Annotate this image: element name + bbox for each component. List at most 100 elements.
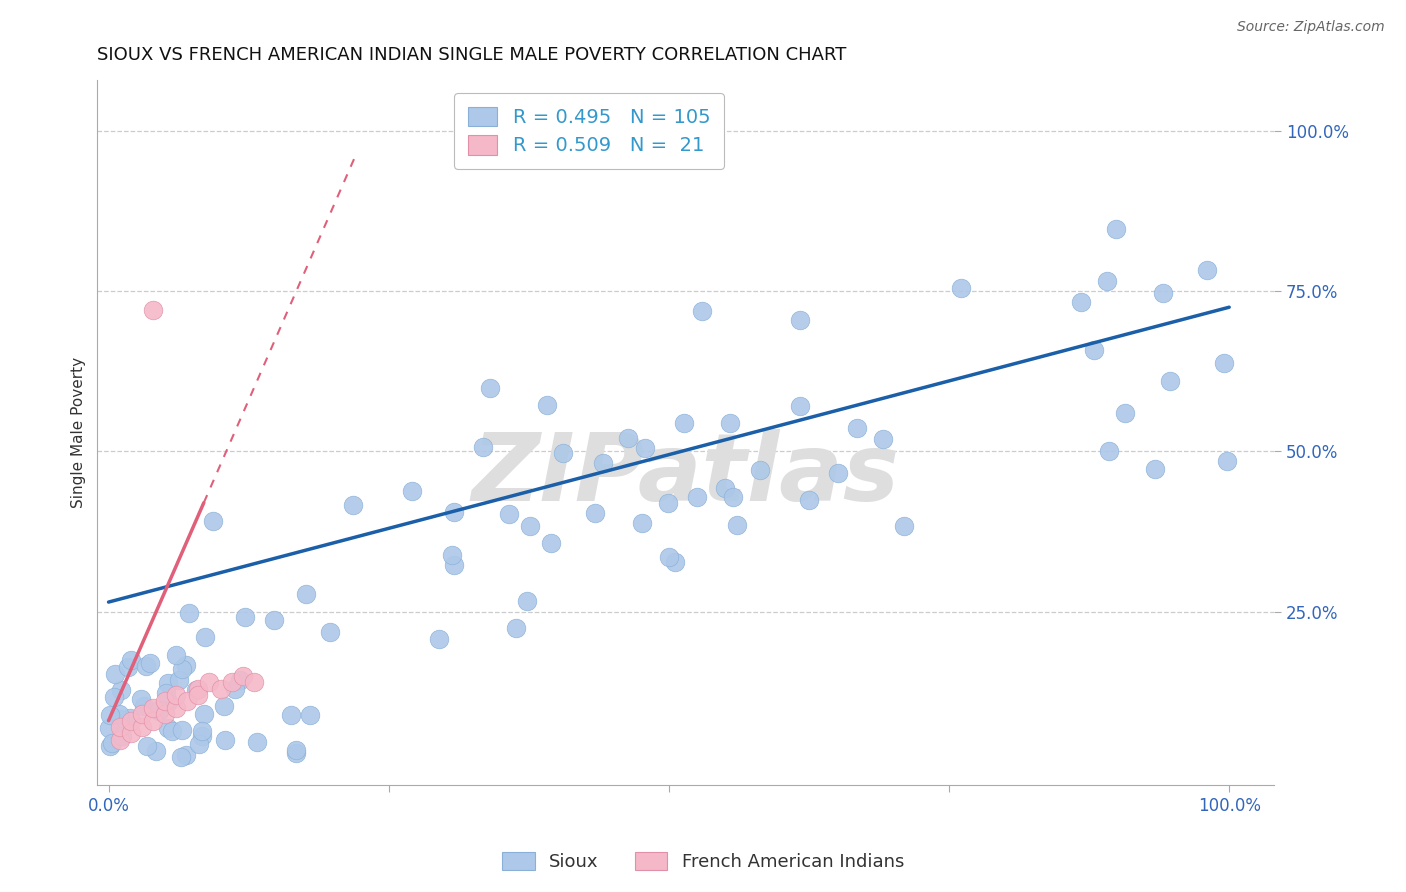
- Point: [103, 690, 125, 704]
- Point: [201, 514, 224, 528]
- Point: [1159, 374, 1181, 388]
- Point: [280, 708, 302, 723]
- Point: [714, 481, 737, 495]
- Point: [193, 707, 215, 722]
- Point: [110, 683, 132, 698]
- Point: [104, 667, 127, 681]
- Point: [443, 505, 465, 519]
- Point: [209, 681, 232, 696]
- Text: SIOUX VS FRENCH AMERICAN INDIAN SINGLE MALE POVERTY CORRELATION CHART: SIOUX VS FRENCH AMERICAN INDIAN SINGLE M…: [97, 46, 846, 64]
- Point: [98, 707, 121, 722]
- Point: [170, 723, 193, 737]
- Point: [228, 673, 250, 688]
- Point: [263, 614, 285, 628]
- Legend: Sioux, French American Indians: Sioux, French American Indians: [495, 845, 911, 879]
- Point: [846, 421, 869, 435]
- Point: [190, 729, 212, 743]
- Point: [176, 694, 198, 708]
- Point: [120, 726, 142, 740]
- Point: [194, 630, 217, 644]
- Point: [427, 632, 450, 647]
- Point: [1098, 444, 1121, 458]
- Point: [1144, 462, 1167, 476]
- Point: [186, 682, 208, 697]
- Point: [1152, 285, 1174, 300]
- Point: [156, 695, 179, 709]
- Point: [401, 484, 423, 499]
- Point: [232, 669, 254, 683]
- Point: [633, 441, 655, 455]
- Point: [299, 707, 322, 722]
- Point: [187, 688, 209, 702]
- Point: [136, 739, 159, 753]
- Point: [174, 657, 197, 672]
- Point: [131, 707, 153, 722]
- Point: [479, 381, 502, 395]
- Point: [1114, 406, 1136, 420]
- Point: [1083, 343, 1105, 357]
- Point: [148, 703, 170, 717]
- Point: [98, 722, 121, 736]
- Point: [117, 660, 139, 674]
- Point: [165, 688, 187, 702]
- Point: [160, 724, 183, 739]
- Point: [295, 587, 318, 601]
- Point: [111, 729, 134, 743]
- Legend: R = 0.495   N = 105, R = 0.509   N =  21: R = 0.495 N = 105, R = 0.509 N = 21: [454, 93, 724, 169]
- Point: [658, 550, 681, 565]
- Point: [157, 721, 180, 735]
- Point: [177, 606, 200, 620]
- Point: [657, 495, 679, 509]
- Y-axis label: Single Male Poverty: Single Male Poverty: [72, 357, 86, 508]
- Point: [233, 610, 256, 624]
- Point: [441, 548, 464, 562]
- Point: [519, 518, 541, 533]
- Point: [120, 714, 142, 728]
- Point: [170, 662, 193, 676]
- Point: [243, 675, 266, 690]
- Point: [1216, 454, 1239, 468]
- Point: [872, 432, 894, 446]
- Point: [98, 739, 121, 753]
- Point: [132, 698, 155, 713]
- Point: [108, 732, 131, 747]
- Point: [131, 720, 153, 734]
- Text: Source: ZipAtlas.com: Source: ZipAtlas.com: [1237, 20, 1385, 34]
- Point: [148, 704, 170, 718]
- Point: [664, 555, 686, 569]
- Point: [1104, 222, 1126, 236]
- Point: [342, 498, 364, 512]
- Point: [551, 445, 574, 459]
- Point: [108, 712, 131, 726]
- Point: [118, 711, 141, 725]
- Point: [169, 750, 191, 764]
- Point: [672, 416, 695, 430]
- Point: [540, 536, 562, 550]
- Point: [284, 743, 307, 757]
- Point: [142, 701, 165, 715]
- Point: [749, 463, 772, 477]
- Point: [174, 747, 197, 762]
- Point: [1097, 275, 1119, 289]
- Point: [246, 735, 269, 749]
- Point: [950, 281, 973, 295]
- Point: [799, 493, 821, 508]
- Point: [120, 653, 142, 667]
- Point: [145, 744, 167, 758]
- Point: [212, 699, 235, 714]
- Point: [583, 507, 606, 521]
- Point: [318, 624, 340, 639]
- Point: [893, 519, 915, 533]
- Point: [631, 516, 654, 530]
- Point: [224, 681, 246, 696]
- Point: [536, 398, 558, 412]
- Point: [284, 746, 307, 760]
- Point: [221, 675, 243, 690]
- Point: [169, 673, 191, 687]
- Point: [108, 706, 131, 721]
- Point: [789, 399, 811, 413]
- Point: [108, 720, 131, 734]
- Point: [723, 490, 745, 504]
- Point: [135, 659, 157, 673]
- Point: [516, 594, 538, 608]
